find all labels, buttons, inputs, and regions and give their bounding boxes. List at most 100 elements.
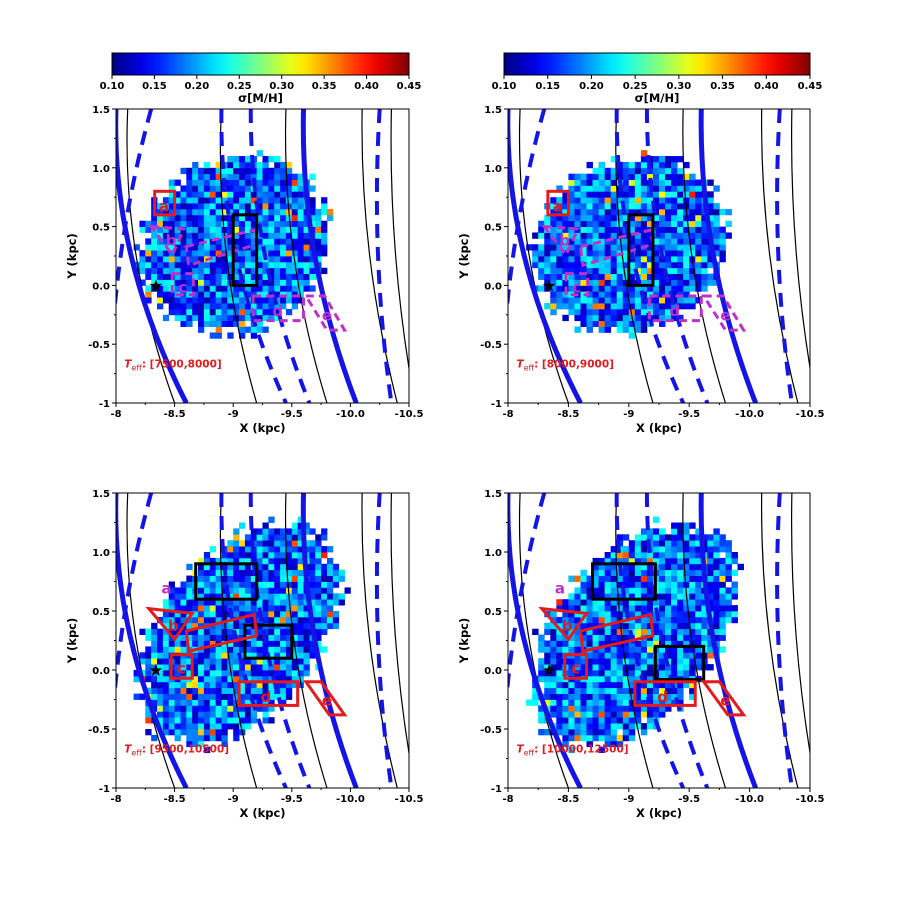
heatmap-cell: [198, 557, 205, 565]
heatmap-cell: [315, 220, 322, 227]
heatmap-cell: [701, 616, 708, 624]
heatmap-cell: [707, 569, 714, 576]
y-tick-label: -1: [491, 784, 502, 795]
heatmap-cell: [332, 575, 340, 582]
heatmap-cell: [689, 250, 696, 257]
heatmap-cell: [628, 569, 636, 576]
heatmap-cell: [550, 308, 557, 316]
heatmap-cell: [574, 214, 581, 222]
heatmap-cell: [598, 297, 606, 304]
heatmap-cell: [285, 203, 293, 210]
heatmap-cell: [659, 197, 666, 204]
heatmap-cell: [665, 220, 672, 227]
heatmap-cell: [162, 599, 170, 606]
heatmap-cell: [250, 303, 258, 310]
heatmap-cell: [532, 250, 539, 257]
heatmap-cell: [198, 569, 205, 576]
heatmap-cell: [701, 611, 708, 618]
heatmap-cell: [580, 279, 587, 286]
heatmap-cell: [689, 693, 696, 700]
heatmap-cell: [262, 267, 269, 275]
heatmap-cell: [227, 723, 234, 730]
heatmap-cell: [689, 522, 696, 529]
heatmap-cell: [598, 167, 606, 175]
heatmap-cell: [256, 687, 263, 694]
heatmap-cell: [719, 628, 726, 635]
heatmap-cell: [616, 291, 624, 298]
heatmap-cell: [274, 314, 281, 322]
heatmap-cell: [689, 297, 696, 304]
heatmap-cell: [610, 557, 618, 565]
heatmap-cell: [604, 717, 612, 724]
heatmap-cell: [586, 670, 593, 677]
heatmap-cell: [580, 238, 587, 245]
heatmap-cell: [562, 640, 569, 647]
heatmap-cell: [186, 214, 193, 222]
heatmap-cell: [268, 699, 275, 706]
heatmap-cell: [556, 303, 563, 310]
heatmap-cell: [297, 664, 304, 671]
heatmap-cell: [274, 675, 281, 683]
heatmap-cell: [309, 285, 316, 292]
heatmap-cell: [598, 687, 606, 694]
heatmap-cell: [628, 291, 636, 298]
heatmap-cell: [227, 581, 234, 588]
heatmap-cell: [157, 711, 164, 718]
heatmap-cell: [634, 563, 642, 571]
heatmap-cell: [610, 303, 618, 310]
spiral-arm-dashed: [775, 109, 794, 403]
heatmap-cell: [268, 581, 275, 588]
heatmap-cell: [315, 238, 322, 245]
heatmap-cell: [640, 587, 648, 594]
heatmap-cell: [145, 658, 152, 665]
heatmap-cell: [268, 640, 275, 647]
heatmap-cell: [139, 250, 146, 257]
heatmap-cell: [586, 587, 593, 594]
heatmap-cell: [209, 723, 217, 730]
heatmap-cell: [713, 203, 720, 210]
heatmap-cell: [203, 220, 211, 227]
heatmap-cell: [274, 232, 281, 239]
heatmap-cell: [262, 534, 269, 541]
heatmap-cell: [186, 197, 193, 204]
heatmap-cell: [198, 599, 205, 606]
heatmap-cell: [174, 232, 181, 239]
heatmap-cell: [262, 326, 269, 333]
heatmap-cell: [192, 185, 199, 192]
heatmap-cell: [157, 238, 164, 245]
heatmap-cell: [274, 628, 281, 635]
heatmap-cell: [592, 173, 599, 180]
heatmap-cell: [695, 640, 702, 647]
heatmap-cell: [628, 161, 636, 169]
heatmap-cell: [192, 699, 199, 706]
heatmap-cell: [268, 516, 275, 523]
heatmap-cell: [544, 687, 551, 694]
heatmap-cell: [297, 534, 304, 541]
heatmap-cell: [586, 303, 593, 310]
heatmap-cell: [198, 179, 205, 186]
heatmap-cell: [646, 581, 654, 588]
heatmap-cell: [628, 723, 636, 730]
x-axis-label: X (kpc): [239, 806, 285, 820]
heatmap-cell: [174, 599, 181, 606]
heatmap-cell: [151, 267, 158, 275]
heatmap-cell: [291, 605, 299, 612]
heatmap-cell: [209, 220, 217, 227]
heatmap-cell: [695, 528, 702, 535]
heatmap-cell: [268, 664, 275, 671]
heatmap-cell: [268, 308, 275, 316]
heatmap-cell: [640, 285, 648, 292]
heatmap-cell: [244, 640, 252, 647]
heatmap-cell: [198, 605, 205, 612]
heatmap-cell: [562, 279, 569, 286]
heatmap-cell: [227, 332, 234, 339]
heatmap-cell: [574, 658, 581, 665]
heatmap-cell: [262, 220, 269, 227]
heatmap-cell: [677, 593, 684, 600]
heatmap-cell: [671, 244, 678, 251]
x-tick-label: -10.5: [796, 409, 825, 420]
heatmap-cell: [239, 332, 246, 339]
heatmap-cell: [215, 675, 222, 683]
heatmap-cell: [695, 232, 702, 239]
heatmap-cell: [550, 238, 557, 245]
